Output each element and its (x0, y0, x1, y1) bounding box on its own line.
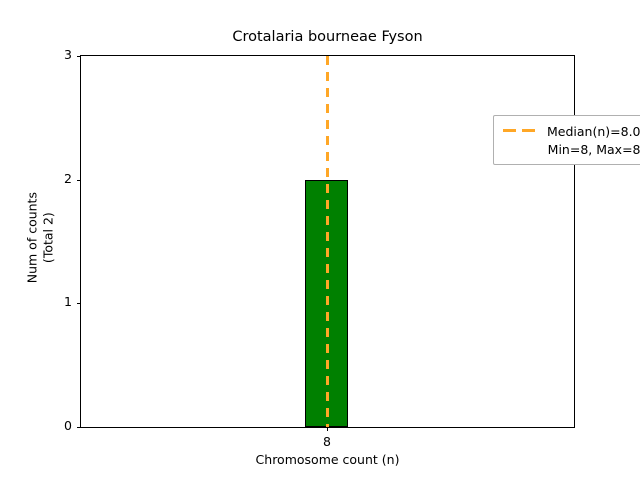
y-tick-label-0: 0 (64, 418, 72, 433)
legend-label-minmax: Min=8, Max=8 (547, 141, 640, 157)
x-tick-label-8: 8 (323, 434, 331, 449)
plot-area: 0 1 2 3 8 Median(n)=8.0 (64, 47, 640, 449)
x-axis-label: Chromosome count (n) (255, 452, 400, 467)
legend-label-median: Median(n)=8.0 (547, 123, 640, 139)
legend-entry-median: Median(n)=8.0 (502, 122, 640, 140)
median-line (326, 56, 329, 427)
y-tick-label-3: 3 (64, 47, 72, 62)
chart-title: Crotalaria bourneae Fyson (232, 29, 423, 45)
y-axis-label: Num of counts (Total 2) (24, 88, 55, 388)
y-tick-label-1: 1 (64, 294, 72, 310)
legend-dashed-line-icon (502, 122, 538, 140)
legend: Median(n)=8.0 Min=8, Max=8 (493, 115, 640, 165)
y-axis-label-line2: (Total 2) (40, 212, 55, 264)
y-tick-label-2: 2 (64, 170, 72, 186)
legend-blank-handle-icon (503, 140, 539, 158)
y-axis-label-line1: Num of counts (24, 192, 40, 284)
legend-entry-minmax: Min=8, Max=8 (502, 140, 640, 158)
